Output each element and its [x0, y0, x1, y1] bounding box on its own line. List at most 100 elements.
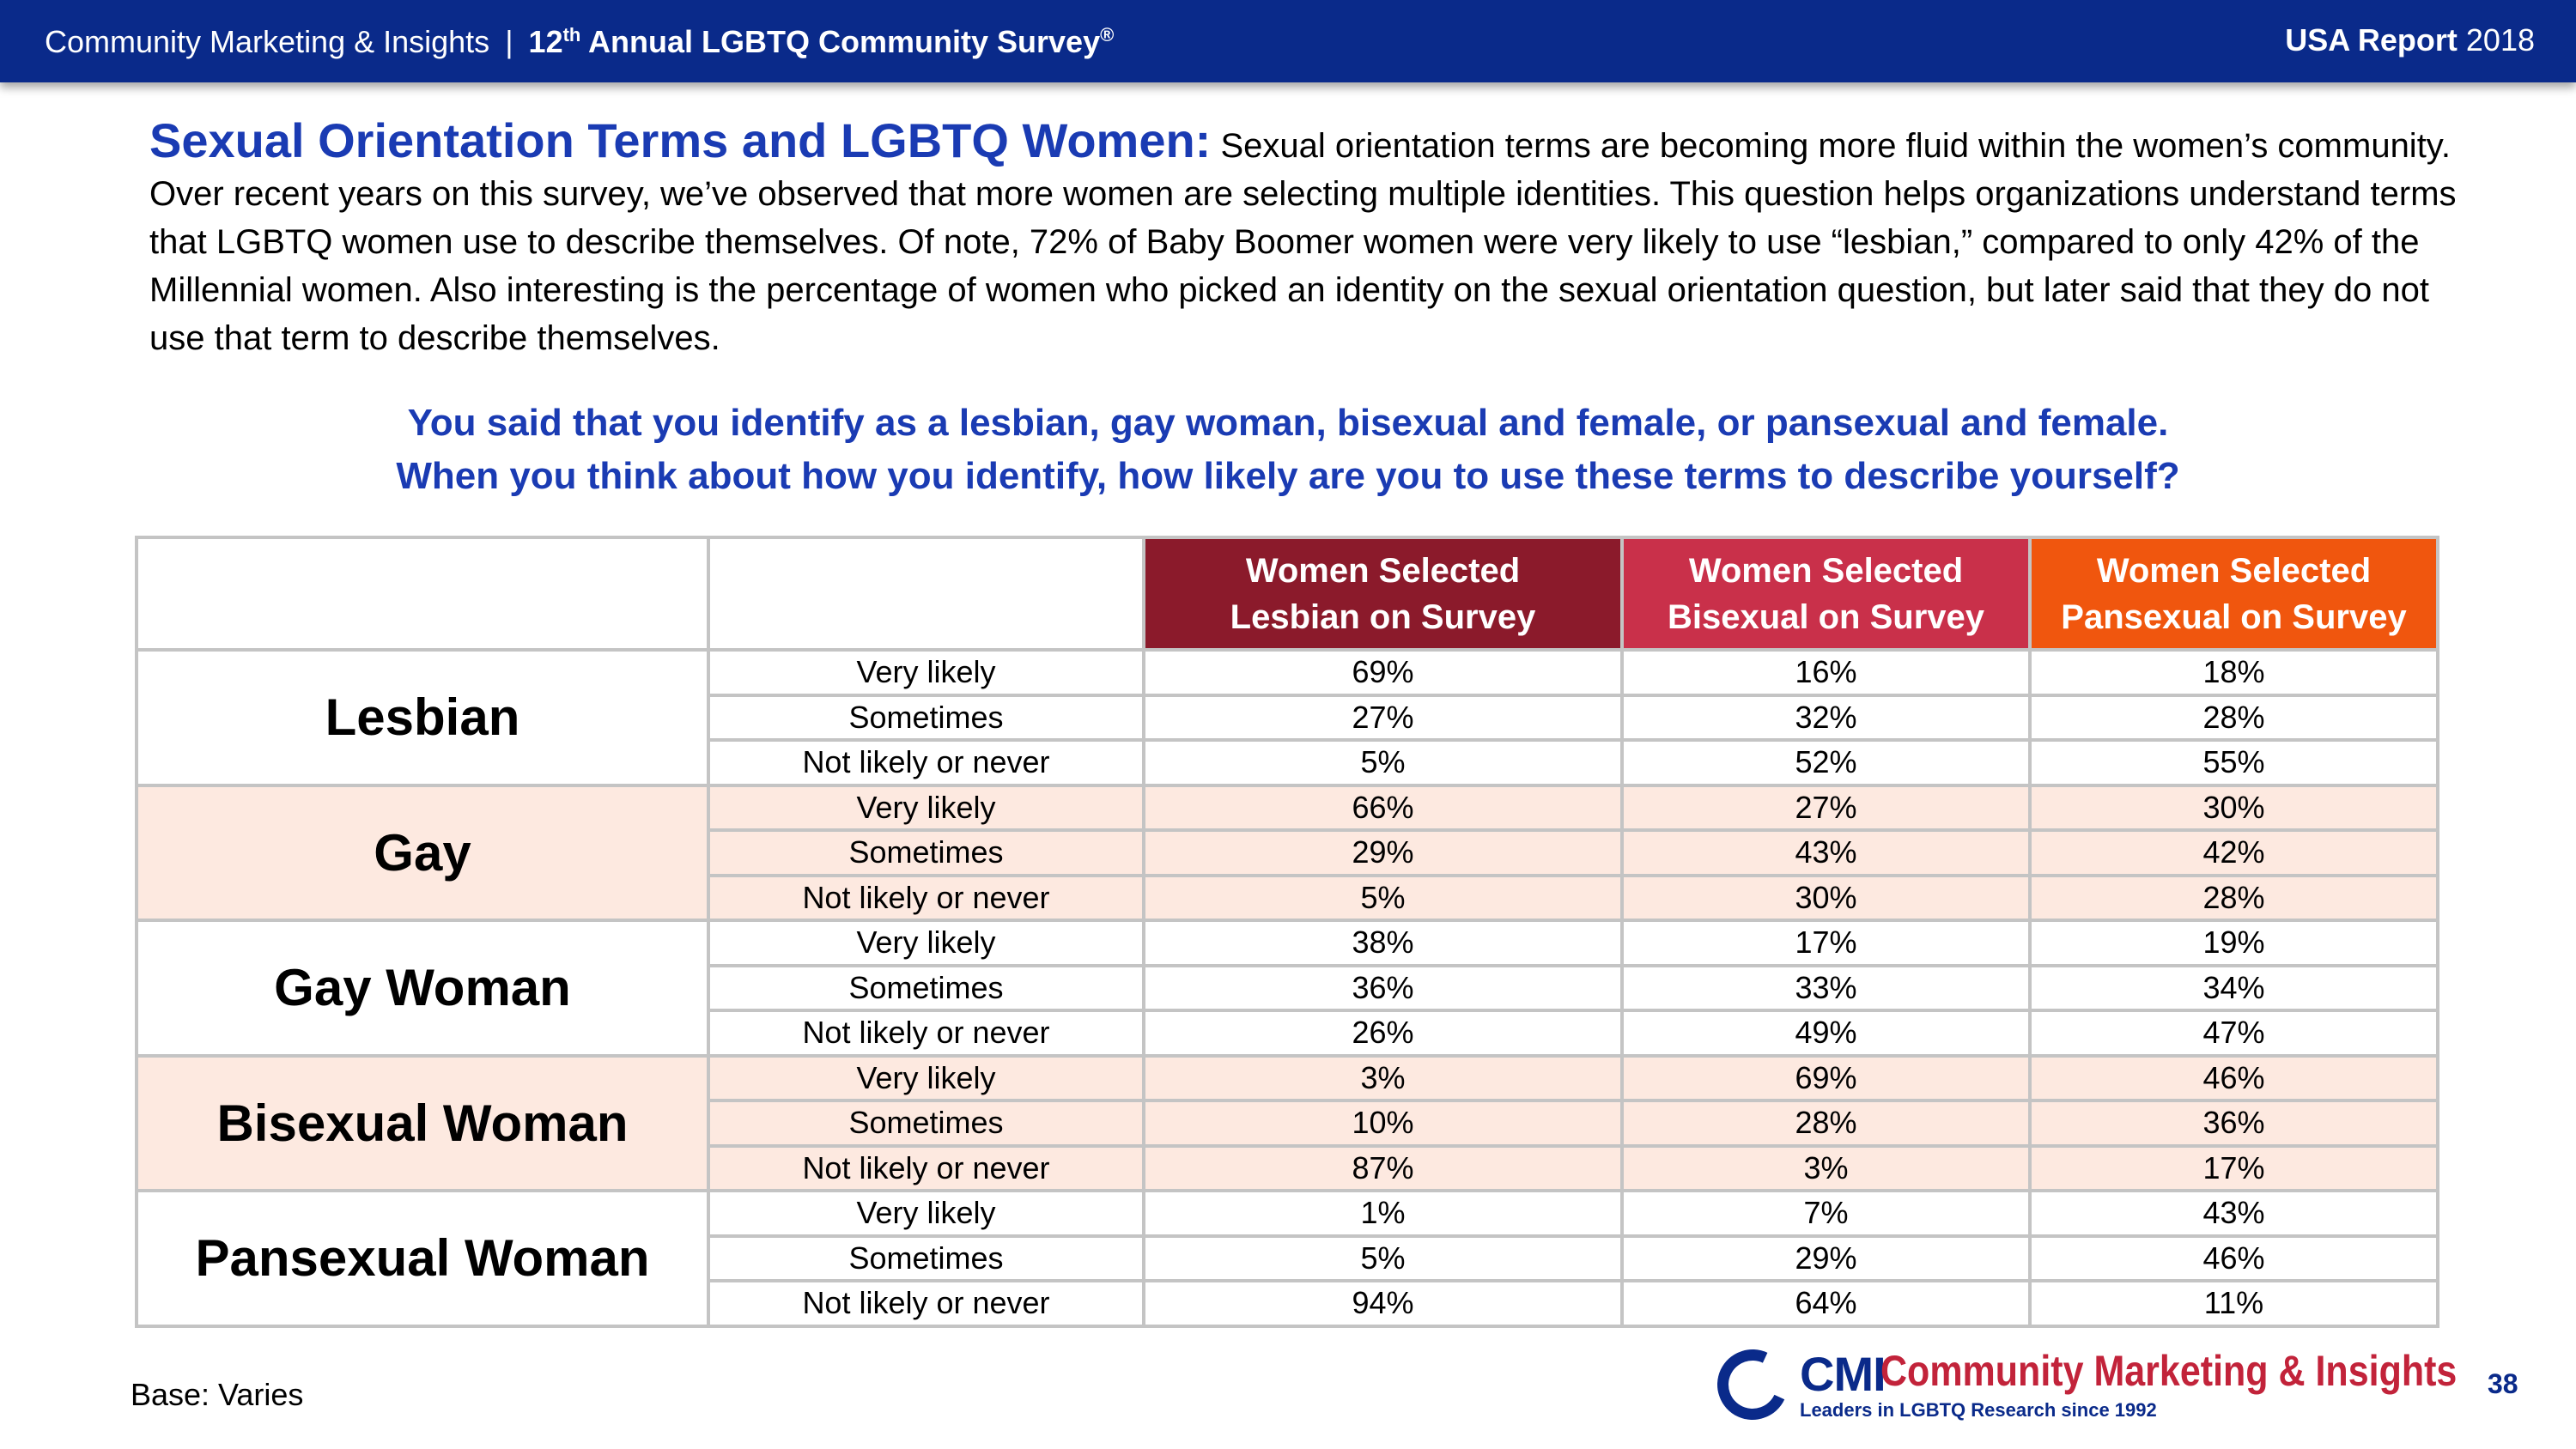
value-cell: 26% — [1142, 1009, 1624, 1058]
value-cell: 69% — [1142, 648, 1624, 697]
value-cell: 27% — [1620, 783, 2032, 832]
table-row: Not likely or never 94% 64% 11% — [137, 1279, 2439, 1328]
question-line-2: When you think about how you identify, h… — [396, 455, 2180, 497]
report-label: USA Report 2018 — [2285, 22, 2535, 58]
value-cell: 5% — [1142, 738, 1624, 787]
question-line-1: You said that you identify as a lesbian,… — [407, 402, 2169, 444]
response-label: Sometimes — [707, 1099, 1145, 1148]
value-cell: 10% — [1142, 1099, 1624, 1148]
value-cell: 38% — [1142, 919, 1624, 967]
logo-ring-icon — [1707, 1339, 1798, 1430]
table-row: Sometimes 10% 28% 36% — [137, 1099, 2439, 1148]
value-cell: 36% — [1142, 963, 1624, 1012]
table-row: Not likely or never 5% 30% 28% — [137, 873, 2439, 922]
table-body: Lesbian Very likely 69% 16% 18% Sometimes 27% 3… — [135, 648, 2439, 1328]
value-cell: 28% — [2028, 873, 2439, 922]
term-label: Pansexual Woman — [135, 1189, 710, 1328]
value-cell: 52% — [1620, 738, 2032, 787]
column-header-line1: Women Selected — [1688, 551, 1964, 590]
column-header-bisexual: Women Selected Bisexual on Survey — [1620, 536, 2032, 652]
cmi-logo: CMI Community Marketing & Insights Leade… — [1707, 1339, 2458, 1432]
value-cell: 43% — [2028, 1189, 2439, 1238]
response-label: Very likely — [707, 1189, 1145, 1238]
column-header-lesbian: Women Selected Lesbian on Survey — [1142, 536, 1624, 652]
value-cell: 64% — [1620, 1279, 2032, 1328]
value-cell: 87% — [1142, 1143, 1624, 1192]
table-row: Sometimes 5% 29% 46% — [137, 1234, 2439, 1282]
report-label-text: USA Report — [2285, 22, 2458, 58]
header-bar: Community Marketing & Insights | 12th Annu… — [0, 0, 2576, 82]
value-cell: 69% — [1620, 1053, 2032, 1102]
intro-paragraph: Sexual Orientation Terms and LGBTQ Women… — [149, 117, 2468, 362]
response-label: Sometimes — [707, 828, 1145, 877]
header-corner-term — [135, 536, 710, 652]
survey-title: 12th Annual LGBTQ Community Survey® — [529, 24, 1115, 59]
term-label: Bisexual Woman — [135, 1053, 710, 1192]
response-label: Very likely — [707, 919, 1145, 967]
base-note: Base: Varies — [131, 1377, 304, 1412]
response-label: Very likely — [707, 648, 1145, 697]
survey-question: You said that you identify as a lesbian,… — [0, 397, 2576, 503]
page-number: 38 — [2488, 1368, 2518, 1399]
value-cell: 5% — [1142, 1234, 1624, 1282]
logo-tagline: Leaders in LGBTQ Research since 1992 — [1800, 1399, 2157, 1421]
intro-lead-heading: Sexual Orientation Terms and LGBTQ Women… — [149, 113, 1212, 167]
report-year: 2018 — [2465, 22, 2535, 58]
value-cell: 34% — [2028, 963, 2439, 1012]
value-cell: 29% — [1142, 828, 1624, 877]
results-table: Women Selected Lesbian on Survey Women S… — [135, 536, 2439, 1328]
response-label: Sometimes — [707, 963, 1145, 1012]
header-corner-response — [707, 536, 1145, 652]
value-cell: 5% — [1142, 873, 1624, 922]
value-cell: 55% — [2028, 738, 2439, 787]
response-label: Sometimes — [707, 1234, 1145, 1282]
value-cell: 3% — [1620, 1143, 2032, 1192]
value-cell: 46% — [2028, 1053, 2439, 1102]
column-header-line2: Pansexual on Survey — [2061, 597, 2407, 636]
value-cell: 46% — [2028, 1234, 2439, 1282]
value-cell: 33% — [1620, 963, 2032, 1012]
value-cell: 28% — [1620, 1099, 2032, 1148]
value-cell: 30% — [1620, 873, 2032, 922]
column-header-pansexual: Women Selected Pansexual on Survey — [2028, 536, 2439, 652]
table-row: Gay Very likely 66% 27% 30% — [135, 783, 2439, 922]
intro-body: Sexual orientation terms are becoming mo… — [149, 127, 2457, 357]
value-cell: 29% — [1620, 1234, 2032, 1282]
org-name: Community Marketing & Insights — [45, 24, 490, 59]
value-cell: 1% — [1142, 1189, 1624, 1238]
table-row: Gay Woman Very likely 38% 17% 19% — [135, 919, 2439, 1058]
value-cell: 49% — [1620, 1009, 2032, 1058]
table-row: Lesbian Very likely 69% 16% 18% — [135, 648, 2439, 787]
value-cell: 18% — [2028, 648, 2439, 697]
value-cell: 42% — [2028, 828, 2439, 877]
term-label: Gay Woman — [135, 919, 710, 1058]
table-row: Pansexual Woman Very likely 1% 7% 43% — [135, 1189, 2439, 1328]
response-label: Very likely — [707, 783, 1145, 832]
survey-ordinal-number: 12 — [528, 24, 563, 59]
column-header-line1: Women Selected — [1245, 551, 1521, 590]
table-row: Sometimes 29% 43% 42% — [137, 828, 2439, 877]
header-left: Community Marketing & Insights | 12th Annu… — [45, 24, 1114, 60]
table-header-row: Women Selected Lesbian on Survey Women S… — [135, 536, 2439, 652]
table-row: Bisexual Woman Very likely 3% 69% 46% — [135, 1053, 2439, 1192]
survey-title-text: Annual LGBTQ Community Survey — [588, 24, 1101, 59]
value-cell: 94% — [1142, 1279, 1624, 1328]
table-row: Sometimes 36% 33% 34% — [137, 963, 2439, 1012]
column-header-line2: Bisexual on Survey — [1667, 597, 1985, 636]
value-cell: 11% — [2028, 1279, 2439, 1328]
table-row: Sometimes 27% 32% 28% — [137, 693, 2439, 742]
response-label: Not likely or never — [707, 873, 1145, 922]
value-cell: 47% — [2028, 1009, 2439, 1058]
response-label: Not likely or never — [707, 1009, 1145, 1058]
registered-mark: ® — [1100, 24, 1115, 45]
value-cell: 36% — [2028, 1099, 2439, 1148]
logo-brand-name: Community Marketing & Insights — [1880, 1347, 2458, 1395]
value-cell: 17% — [2028, 1143, 2439, 1192]
response-label: Not likely or never — [707, 1279, 1145, 1328]
value-cell: 16% — [1620, 648, 2032, 697]
value-cell: 7% — [1620, 1189, 2032, 1238]
value-cell: 28% — [2028, 693, 2439, 742]
term-label: Gay — [135, 783, 710, 922]
value-cell: 66% — [1142, 783, 1624, 832]
value-cell: 43% — [1620, 828, 2032, 877]
